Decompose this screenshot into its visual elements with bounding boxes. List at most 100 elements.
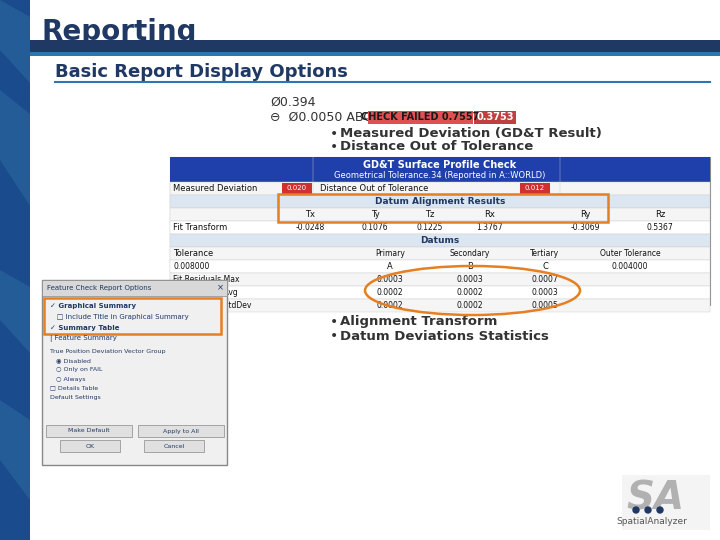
Text: Basic Report Display Options: Basic Report Display Options [55, 63, 348, 81]
Text: C: C [542, 262, 548, 271]
Text: ⊖  Ø0.0050 ABC: ⊖ Ø0.0050 ABC [270, 111, 372, 124]
Bar [170, 157, 710, 305]
Text: 0.0003: 0.0003 [377, 275, 403, 284]
Text: •: • [330, 127, 338, 141]
Text: -0.3069: -0.3069 [570, 223, 600, 232]
Text: •: • [330, 140, 338, 154]
Bar [278, 194, 608, 222]
Text: 0.3753: 0.3753 [476, 112, 514, 122]
Text: 1.3767: 1.3767 [477, 223, 503, 232]
Text: Cancel: Cancel [163, 443, 185, 449]
Text: B: B [467, 262, 473, 271]
Text: Reporting: Reporting [42, 18, 197, 46]
Bar [368, 111, 473, 124]
Text: Tertiary: Tertiary [531, 249, 559, 258]
Text: GD&T Surface Profile Check: GD&T Surface Profile Check [364, 160, 517, 170]
Bar [30, 40, 720, 52]
Bar [30, 52, 720, 56]
Text: Tx: Tx [305, 210, 315, 219]
Text: Apply to All: Apply to All [163, 429, 199, 434]
Text: Ty: Ty [371, 210, 379, 219]
Bar [170, 234, 710, 247]
Text: 0.0002: 0.0002 [377, 301, 403, 310]
Text: A: A [387, 262, 393, 271]
Bar [144, 440, 204, 452]
Bar [170, 221, 710, 234]
Bar [170, 182, 710, 195]
Text: -0.0248: -0.0248 [295, 223, 325, 232]
Text: SpatialAnalyzer: SpatialAnalyzer [616, 517, 688, 526]
Text: •: • [330, 315, 338, 329]
Text: Rz: Rz [655, 210, 665, 219]
Text: Distance Out of Tolerance: Distance Out of Tolerance [340, 140, 534, 153]
Bar [138, 425, 224, 437]
Bar [0, 0, 30, 540]
Text: Fit Transform: Fit Transform [173, 223, 228, 232]
Bar [170, 195, 710, 208]
Bar [44, 298, 221, 334]
Text: True Position Deviation Vector Group: True Position Deviation Vector Group [50, 349, 166, 354]
Bar [170, 299, 710, 312]
Text: Datums: Datums [420, 236, 459, 245]
Text: Primary: Primary [375, 249, 405, 258]
Bar [60, 440, 120, 452]
Text: Fit Residuals Max: Fit Residuals Max [173, 275, 240, 284]
Bar [170, 273, 710, 286]
Circle shape [645, 507, 651, 513]
Text: 0.0002: 0.0002 [377, 288, 403, 297]
Text: 0.008000: 0.008000 [173, 262, 210, 271]
Circle shape [633, 507, 639, 513]
Text: ○ Always: ○ Always [56, 376, 86, 381]
Text: 0.020: 0.020 [287, 186, 307, 192]
Text: Datum Deviations Statistics: Datum Deviations Statistics [340, 329, 549, 342]
Text: Feature Check Report Options: Feature Check Report Options [47, 285, 151, 291]
Bar [170, 260, 710, 273]
Text: Make Default: Make Default [68, 429, 110, 434]
Bar [42, 280, 227, 296]
Text: 0.5367: 0.5367 [647, 223, 673, 232]
Text: Measured Deviation (GD&T Result): Measured Deviation (GD&T Result) [340, 127, 602, 140]
Text: 0.0003: 0.0003 [456, 275, 483, 284]
Text: ✓ Summary Table: ✓ Summary Table [50, 325, 120, 331]
Text: 0.012: 0.012 [525, 186, 545, 192]
Bar [622, 475, 710, 530]
Text: Outer Tolerance: Outer Tolerance [600, 249, 660, 258]
Text: | Feature Summary: | Feature Summary [50, 335, 117, 342]
Text: Tolerance: Tolerance [173, 249, 213, 258]
Text: Distance Out of Tolerance: Distance Out of Tolerance [320, 184, 428, 193]
Text: Tz: Tz [426, 210, 435, 219]
Bar [170, 157, 710, 182]
Bar [170, 208, 710, 221]
Bar [520, 183, 550, 194]
Text: ○ Only on FAIL: ○ Only on FAIL [56, 368, 102, 373]
Polygon shape [0, 0, 30, 83]
Text: 0.0002: 0.0002 [456, 288, 483, 297]
Text: Fit Residuals Avg: Fit Residuals Avg [173, 288, 238, 297]
Text: Datum Alignment Results: Datum Alignment Results [375, 197, 505, 206]
Text: Ry: Ry [580, 210, 590, 219]
Bar [282, 183, 312, 194]
Polygon shape [0, 400, 30, 500]
Circle shape [657, 507, 663, 513]
Text: 0.0005: 0.0005 [531, 301, 559, 310]
Text: Rx: Rx [485, 210, 495, 219]
Text: 0.0007: 0.0007 [531, 275, 559, 284]
Text: Ø0.394: Ø0.394 [270, 96, 315, 109]
Text: 0.0003: 0.0003 [531, 288, 559, 297]
Text: □ Details Table: □ Details Table [50, 386, 98, 390]
Text: Default Settings: Default Settings [50, 395, 101, 400]
Text: OK: OK [86, 443, 94, 449]
Bar [474, 111, 516, 124]
Text: ◉ Disabled: ◉ Disabled [56, 359, 91, 363]
Text: CHECK FAILED 0.7557: CHECK FAILED 0.7557 [361, 112, 480, 122]
Bar [170, 247, 710, 260]
Text: 0.1076: 0.1076 [361, 223, 388, 232]
Text: 0.0002: 0.0002 [456, 301, 483, 310]
Text: □ Include Title in Graphical Summary: □ Include Title in Graphical Summary [50, 314, 189, 320]
Text: Alignment Transform: Alignment Transform [340, 315, 498, 328]
Bar [170, 286, 710, 299]
Text: Secondary: Secondary [450, 249, 490, 258]
Text: 0.1225: 0.1225 [417, 223, 444, 232]
Text: •: • [330, 329, 338, 343]
Text: ×: × [217, 284, 223, 293]
